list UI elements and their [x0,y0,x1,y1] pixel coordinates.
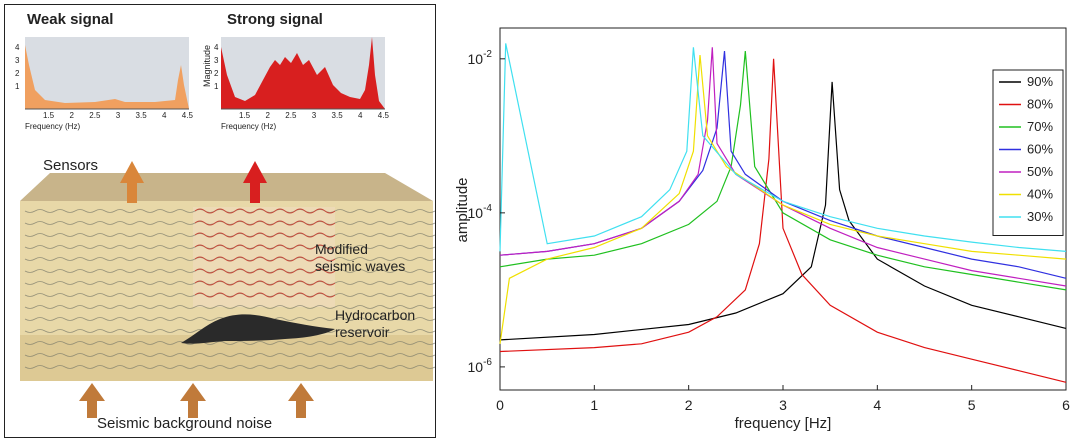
noise-arrow-2 [188,400,198,418]
modified-wave-line [194,256,336,262]
x-tick-label: 4 [873,397,881,413]
sensor-arrow-weak [120,161,144,203]
strong-frequency-label: Frequency (Hz) [221,122,277,131]
x-tick-label: 3 [779,397,787,413]
wave-line [24,365,435,369]
strong-spectrum-fill [221,37,385,109]
x-tick-label: 1 [590,397,598,413]
wave-line [24,305,435,309]
ground-top-face [20,173,433,201]
modified-waves-label: Modified seismic waves [315,241,406,274]
x-tick-label: 5 [968,397,976,413]
legend: 90% 80% 70% 60% 50% 40% 30% [992,69,1064,236]
hydrocarbon-label: Hydrocarbon reservoir [335,307,416,340]
series-line-70pct [499,51,1067,291]
plot-area [499,27,1067,391]
legend-box [992,69,1064,236]
weak-signal-title: Weak signal [27,11,114,28]
magnitude-label: Magnitude [202,45,212,87]
series-line-30pct [499,43,1067,252]
legend-label: 60% [1027,142,1053,157]
y-tick-label: 10-6 [468,357,493,375]
sensor-arrow-strong [243,161,267,203]
weak-signal-spectrum [25,37,189,110]
x-tick-label: 0 [496,397,504,413]
modified-wave-line [194,232,336,238]
series-line-40pct [499,54,1067,344]
weak-spectrum-fill [25,45,189,109]
strong-signal-spectrum [221,37,385,110]
ground-block [20,173,433,381]
modified-zone [193,207,335,307]
strong-x-ticks: 1.5 2 2.5 3 3.5 4 4.5 [239,111,389,120]
seismic-waves [24,208,435,369]
modified-wave-line [194,292,336,298]
amplitude-chart: 0 1 2 3 4 5 6 10-2 10-4 10-6 frequency [Hz] ampl… [454,27,1070,432]
hydrocarbon-reservoir-shape [181,314,335,344]
noise-arrow-1 [87,400,97,418]
legend-label: 70% [1027,119,1053,134]
strong-signal-title: Strong signal [227,11,323,28]
legend-label: 80% [1027,97,1053,112]
legend-label: 90% [1027,74,1053,89]
series-line-80pct [499,58,1067,383]
series-line-50pct [499,47,1067,287]
background-noise-label: Seismic background noise [97,415,273,432]
modified-wave-line [194,220,336,226]
weak-spectrum-bg [25,37,189,109]
weak-x-ticks: 1.5 2 2.5 3 3.5 4 4.5 [43,111,193,120]
noise-arrows [79,383,314,418]
legend-label: 40% [1027,187,1053,202]
series-line-90pct [499,81,1067,341]
y-tick-label: 10-4 [468,203,493,221]
y-tick-label: 10-2 [468,49,493,67]
wave-line [24,341,435,345]
x-axis-label: frequency [Hz] [735,415,832,432]
y-axis-label: amplitude [454,177,471,242]
modified-wave-line [194,208,336,214]
x-tick-label: 2 [685,397,693,413]
noise-arrow-3 [296,400,306,418]
diagram-svg: Magnitude [20,37,435,418]
modified-wave-line [194,280,336,286]
wave-line [24,353,435,357]
weak-frequency-label: Frequency (Hz) [25,122,81,131]
amplitude-chart-panel: 0 1 2 3 4 5 6 10-2 10-4 10-6 frequency [Hz] ampl… [445,0,1070,442]
modified-wave-line [194,268,336,274]
x-tick-label: 6 [1062,397,1070,413]
legend-label: 50% [1027,164,1053,179]
sensors-label: Sensors [43,157,99,174]
legend-label: 30% [1027,209,1053,224]
seismic-diagram-panel: Weak signal Strong signal [4,4,436,438]
modified-wave-line [194,244,336,250]
